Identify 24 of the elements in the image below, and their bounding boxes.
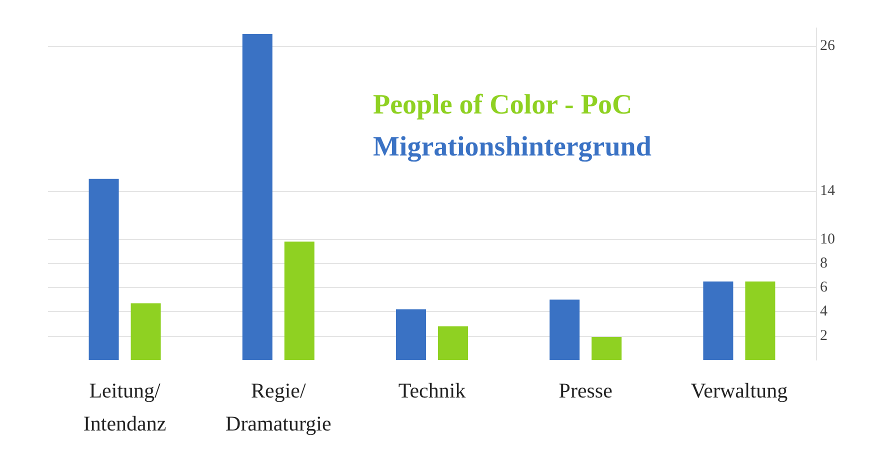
x-tick-label: Leitung/ Intendanz [83,378,166,436]
bar [88,178,119,360]
bar [284,242,314,360]
bar [592,337,622,360]
text: People of Color - PoC [373,90,632,120]
bar [242,34,272,360]
y-tick-label: 6 [820,280,828,296]
bar [396,309,426,360]
text: Migrationshintergrund [373,132,652,162]
bar [438,326,468,360]
y-tick-label: 2 [820,328,828,344]
bar [550,300,580,360]
y-tick-label: 8 [820,255,828,272]
bar [745,282,776,360]
y-tick-label: 4 [820,304,828,320]
y-tick-label: 26 [820,38,836,54]
x-tick-label: Verwaltung [690,378,788,402]
x-tick-label: Technik [398,378,466,402]
bar [130,303,161,360]
bar [703,282,734,360]
y-tick-label: 10 [820,231,835,248]
x-tick-label: Regie/ Dramaturgie [226,378,332,436]
y-tick-label: 14 [820,182,836,199]
x-tick-label: Presse [558,378,612,402]
